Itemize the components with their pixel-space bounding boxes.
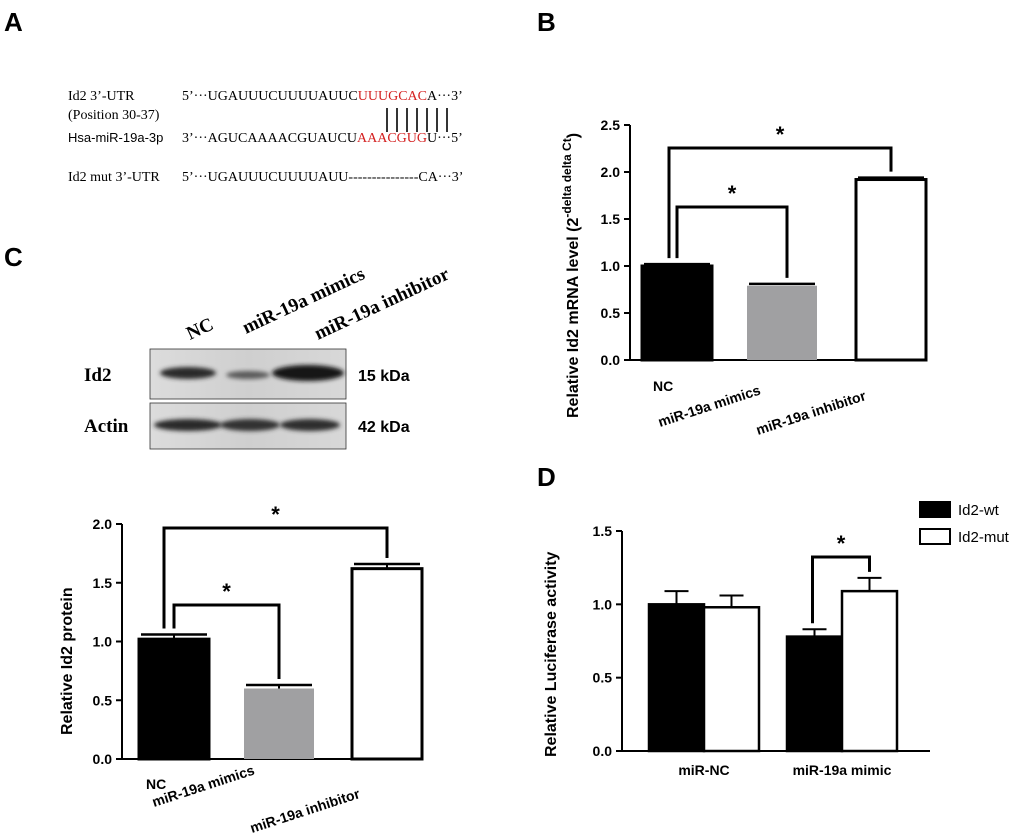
seq-row1-label: Id2 3’-UTR bbox=[68, 89, 135, 104]
y-tick-label: 1.0 bbox=[601, 258, 621, 274]
significance-star: * bbox=[837, 531, 846, 556]
y-tick-label: 1.0 bbox=[93, 634, 113, 650]
blot-band bbox=[220, 419, 280, 431]
significance-bracket bbox=[172, 603, 281, 679]
blot-kda-id2: 15 kDa bbox=[358, 368, 410, 385]
y-tick-label: 1.5 bbox=[601, 211, 621, 227]
y-axis-label-end: ) bbox=[565, 133, 582, 138]
blot-band bbox=[280, 419, 340, 431]
y-tick-label: 0.0 bbox=[93, 751, 113, 767]
y-tick-label: 0.0 bbox=[593, 743, 613, 759]
y-tick-label: 2.0 bbox=[93, 516, 113, 532]
seq-row2-prefix: 3’···AGUCAAAACGUAUCU bbox=[182, 131, 357, 146]
bar-1 bbox=[137, 637, 211, 761]
sequence-alignment: Id2 3’-UTR (Position 30-37) 5’···UGAUUUC… bbox=[68, 89, 463, 185]
seq-row1-suffix: A···3’ bbox=[427, 89, 463, 104]
x-category-label: NC bbox=[653, 378, 673, 394]
y-axis-label: Relative Id2 mRNA level (2-delta delta C… bbox=[560, 133, 582, 418]
seq-row1-sublabel: (Position 30-37) bbox=[68, 108, 160, 123]
seq-row2-label: Hsa-miR-19a-3p bbox=[68, 130, 163, 145]
panel-letter-b: B bbox=[537, 7, 556, 37]
seq-row1: 5’···UGAUUUCUUUUAUUCUUUGCACA···3’ bbox=[182, 89, 463, 104]
y-axis-label: Relative Id2 protein bbox=[59, 587, 76, 735]
legend-label: Id2-mut bbox=[958, 529, 1010, 546]
significance-bracket bbox=[667, 146, 893, 259]
seq-row2-highlight: AAACGUG bbox=[357, 131, 427, 146]
seq-row1-prefix: 5’···UGAUUUCUUUUAUUC bbox=[182, 89, 358, 104]
seq-row2-suffix: U···5’ bbox=[427, 131, 463, 146]
bar-Id2-mut-1 bbox=[702, 606, 761, 753]
bar-Id2-mut-2 bbox=[840, 589, 899, 753]
significance-bracket bbox=[675, 205, 789, 278]
x-category-label: miR-19a inhibitor bbox=[754, 387, 868, 438]
y-tick-label: 2.0 bbox=[601, 164, 621, 180]
significance-bracket bbox=[162, 526, 389, 629]
western-blot: NC miR-19a mimics miR-19a inhibitor Id2 … bbox=[84, 263, 453, 450]
seq-row2: 3’···AGUCAAAACGUAUCUAAACGUGU···5’ bbox=[182, 131, 463, 146]
base-pair-lines bbox=[386, 108, 448, 132]
bar-Id2-wt-1 bbox=[647, 603, 706, 753]
chart-d-luciferase: 0.0 0.5 1.0 1.5 miR-NC miR-19a mimic * Relative… bbox=[543, 501, 1010, 778]
y-tick-label: 0.5 bbox=[601, 305, 621, 321]
y-tick-label: 1.5 bbox=[593, 523, 613, 539]
legend-label: Id2-wt bbox=[958, 502, 1000, 519]
panel-letter-d: D bbox=[537, 462, 556, 492]
y-axis-label-main: Relative Id2 mRNA level (2 bbox=[565, 218, 582, 418]
panel-letter-c: C bbox=[4, 242, 23, 272]
y-axis-label-sup: -delta delta Ct bbox=[560, 138, 574, 217]
x-category-label: miR-NC bbox=[678, 762, 729, 778]
legend-swatch bbox=[919, 528, 951, 545]
blot-row-label-id2: Id2 bbox=[84, 365, 111, 386]
panel-letter-a: A bbox=[4, 7, 23, 37]
bar-2 bbox=[244, 688, 314, 759]
blot-lane-label-nc: NC bbox=[183, 314, 217, 345]
seq-row1-highlight: UUUGCAC bbox=[358, 89, 427, 104]
significance-star: * bbox=[222, 579, 231, 604]
y-tick-label: 0.0 bbox=[601, 352, 621, 368]
blot-band bbox=[226, 371, 270, 379]
seq-row3-label: Id2 mut 3’-UTR bbox=[68, 170, 160, 185]
bar-1 bbox=[640, 264, 714, 362]
y-axis-label: Relative Luciferase activity bbox=[543, 551, 560, 757]
legend-swatch bbox=[919, 501, 951, 518]
x-category-label: miR-19a mimic bbox=[793, 762, 892, 778]
bar-Id2-wt-2 bbox=[785, 635, 844, 753]
blot-band bbox=[272, 365, 344, 381]
bar-3 bbox=[854, 178, 928, 362]
y-tick-label: 0.5 bbox=[593, 670, 613, 686]
y-tick-label: 1.5 bbox=[93, 575, 113, 591]
significance-star: * bbox=[728, 181, 737, 206]
blot-band bbox=[154, 419, 222, 431]
bar-2 bbox=[747, 285, 817, 360]
bar-3 bbox=[350, 567, 424, 761]
blot-kda-actin: 42 kDa bbox=[358, 419, 410, 436]
significance-bracket bbox=[811, 555, 871, 624]
significance-star: * bbox=[776, 122, 785, 147]
significance-star: * bbox=[271, 502, 280, 527]
x-category-label: NC bbox=[146, 776, 166, 792]
seq-row3: 5’···UGAUUUCUUUUAUU---------------CA···3… bbox=[182, 170, 463, 185]
y-tick-label: 1.0 bbox=[593, 596, 613, 612]
x-category-label: miR-19a inhibitor bbox=[248, 785, 362, 836]
y-tick-label: 2.5 bbox=[601, 117, 621, 133]
y-tick-label: 0.5 bbox=[93, 692, 113, 708]
blot-row-label-actin: Actin bbox=[84, 416, 129, 437]
blot-band bbox=[160, 367, 216, 379]
